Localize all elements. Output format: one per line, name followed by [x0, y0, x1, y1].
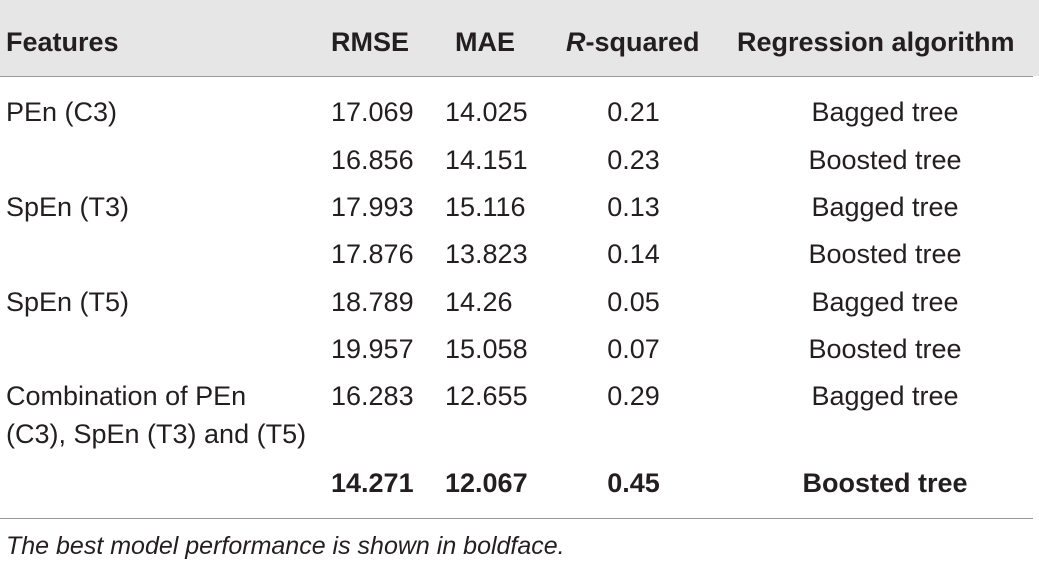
- row-8-mae: 12.067: [445, 468, 528, 498]
- header-mae: MAE: [455, 27, 515, 57]
- row-5-mae: 14.26: [445, 287, 513, 317]
- row-3-features: SpEn (T3): [6, 192, 130, 222]
- row-4-r-squared: 0.14: [607, 239, 660, 269]
- row-3-rmse: 17.993: [331, 192, 414, 222]
- row-2-mae: 14.151: [445, 145, 528, 175]
- row-7-r-squared: 0.29: [607, 381, 660, 411]
- row-8-algorithm: Boosted tree: [802, 468, 968, 498]
- row-4-algorithm: Boosted tree: [808, 239, 962, 269]
- header-r-squared-rest: -squared: [585, 27, 700, 57]
- header-features: Features: [6, 27, 119, 57]
- row-5-algorithm: Bagged tree: [811, 287, 959, 317]
- footer-rule: [0, 518, 1033, 519]
- row-2-algorithm: Boosted tree: [808, 145, 962, 175]
- header-rmse: RMSE: [331, 27, 410, 57]
- row-7-features-line-1: Combination of PEn: [6, 381, 247, 411]
- table-footnote: The best model performance is shown in b…: [6, 532, 565, 560]
- row-2-rmse: 16.856: [331, 145, 414, 175]
- header-r-squared: R-squared: [566, 27, 711, 57]
- row-1-algorithm: Bagged tree: [811, 97, 959, 127]
- row-1-features: PEn (C3): [6, 97, 118, 127]
- row-7-features-line-2: (C3), SpEn (T3) and (T5): [6, 419, 307, 449]
- row-6-algorithm: Boosted tree: [808, 334, 962, 364]
- row-7-mae: 12.655: [445, 381, 528, 411]
- row-1-mae: 14.025: [445, 97, 528, 127]
- row-7-features: Combination of PEn (C3), SpEn (T3) and (…: [6, 377, 306, 453]
- row-3-mae: 15.116: [445, 192, 526, 222]
- row-7-rmse: 16.283: [331, 381, 414, 411]
- header-rule: [0, 76, 1033, 77]
- header-regression-algorithm: Regression algorithm: [737, 27, 1015, 57]
- row-6-r-squared: 0.07: [607, 334, 660, 364]
- row-5-rmse: 18.789: [331, 287, 414, 317]
- row-1-rmse: 17.069: [331, 97, 414, 127]
- row-5-features: SpEn (T5): [6, 287, 130, 317]
- row-3-algorithm: Bagged tree: [811, 192, 959, 222]
- row-6-mae: 15.058: [445, 334, 528, 364]
- row-8-r-squared: 0.45: [607, 468, 660, 498]
- row-5-r-squared: 0.05: [607, 287, 660, 317]
- header-r-squared-italic: R: [566, 27, 586, 57]
- table-header-band: [0, 0, 1039, 76]
- row-7-algorithm: Bagged tree: [811, 381, 959, 411]
- row-8-rmse: 14.271: [331, 468, 414, 498]
- row-4-mae: 13.823: [445, 239, 528, 269]
- row-6-rmse: 19.957: [331, 334, 414, 364]
- row-1-r-squared: 0.21: [607, 97, 660, 127]
- row-4-rmse: 17.876: [331, 239, 414, 269]
- row-3-r-squared: 0.13: [607, 192, 660, 222]
- row-2-r-squared: 0.23: [607, 145, 660, 175]
